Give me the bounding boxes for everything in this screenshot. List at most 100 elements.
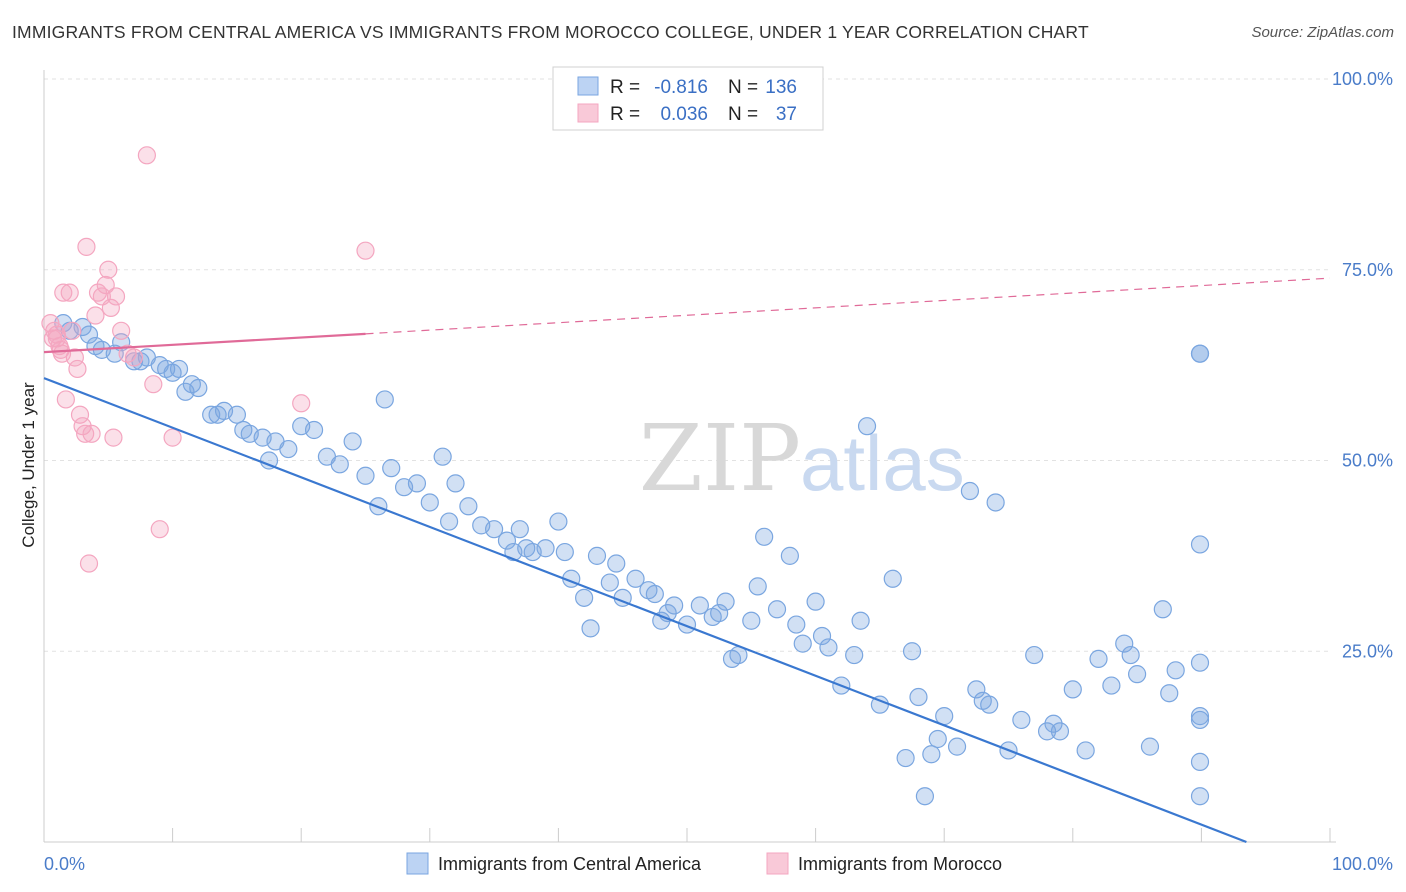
stats-r-value-pink: 0.036 (660, 104, 708, 125)
central-america-point-68 (690, 596, 709, 615)
stats-n-label-pink: N = (728, 104, 758, 125)
series-morocco-points (41, 146, 375, 573)
central-america-point-85 (845, 645, 864, 665)
legend-label-morocco: Immigrants from Morocco (798, 854, 1002, 874)
y-tick-label-2: 50.0% (1342, 451, 1393, 471)
source-credit: Source: ZipAtlas.com (1251, 24, 1394, 41)
x-tick-label-max: 100.0% (1332, 854, 1393, 874)
central-america-point-125 (1190, 752, 1210, 771)
stats-r-label-blue: R = (610, 77, 640, 98)
central-america-point-64 (652, 611, 671, 630)
axes (43, 70, 1336, 843)
chart-title: IMMIGRANTS FROM CENTRAL AMERICA VS IMMIG… (12, 22, 1089, 42)
morocco-point-12 (70, 405, 90, 424)
central-america-point-78 (780, 546, 799, 565)
central-america-point-39 (420, 493, 439, 512)
central-america-point-122 (1190, 535, 1210, 554)
central-america-point-86 (851, 611, 870, 630)
central-america-point-112 (1102, 676, 1121, 695)
stats-n-value-pink: 37 (776, 104, 797, 125)
central-america-point-74 (742, 611, 761, 630)
central-america-point-70 (710, 603, 729, 623)
central-america-point-101 (980, 695, 999, 714)
central-america-point-57 (587, 546, 607, 565)
stats-r-value-blue: -0.816 (654, 77, 708, 98)
central-america-point-117 (1153, 600, 1172, 619)
central-america-point-109 (1063, 680, 1082, 699)
morocco-point-31 (150, 520, 169, 539)
central-america-point-63 (645, 584, 664, 604)
central-america-point-121 (1190, 344, 1210, 363)
central-america-point-107 (1044, 714, 1063, 733)
central-america-point-124 (1190, 787, 1210, 806)
central-america-point-32 (343, 432, 362, 451)
watermark-zip: ZIP (639, 405, 801, 512)
central-america-point-114 (1121, 645, 1140, 665)
central-america-point-119 (1166, 661, 1185, 680)
morocco-point-9 (63, 321, 82, 340)
central-america-point-43 (459, 497, 478, 516)
central-america-point-36 (382, 459, 401, 478)
morocco-point-16 (79, 554, 99, 573)
central-america-point-61 (626, 569, 645, 588)
y-tick-label-1: 75.0% (1342, 260, 1393, 280)
central-america-point-102 (986, 493, 1005, 512)
y-tick-label-0: 100.0% (1332, 69, 1393, 89)
morocco-point-33 (292, 394, 311, 413)
morocco-point-30 (144, 375, 163, 394)
central-america-point-2 (73, 317, 92, 337)
trend-line-morocco (43, 332, 366, 354)
central-america-point-92 (909, 687, 928, 707)
central-america-point-105 (1025, 645, 1044, 665)
central-america-point-93 (915, 787, 935, 806)
central-america-point-41 (439, 512, 459, 531)
morocco-point-35 (47, 329, 66, 348)
grid-lines (44, 78, 1330, 652)
central-america-point-42 (446, 474, 465, 493)
central-america-point-52 (549, 512, 568, 531)
central-america-point-95 (928, 729, 947, 749)
central-america-point-31 (330, 455, 349, 474)
central-america-point-71 (716, 592, 735, 611)
x-tick-label-min: 0.0% (44, 854, 85, 874)
morocco-point-25 (106, 287, 126, 306)
trend-line-central-america (43, 377, 1247, 844)
series-legend: Immigrants from Central America Immigran… (406, 852, 1002, 875)
stats-r-label-pink: R = (610, 104, 640, 125)
morocco-point-11 (68, 359, 87, 379)
central-america-point-14 (169, 359, 189, 379)
central-america-point-115 (1127, 665, 1147, 684)
central-america-point-40 (433, 447, 452, 466)
central-america-point-17 (189, 378, 208, 398)
series-central-america-points (54, 314, 1210, 806)
legend-swatch-central-america (406, 852, 429, 875)
morocco-point-7 (56, 390, 75, 409)
central-america-point-123 (1190, 653, 1210, 672)
central-america-point-38 (407, 474, 427, 493)
central-america-point-53 (555, 542, 574, 562)
morocco-point-26 (112, 321, 131, 340)
central-america-point-116 (1140, 737, 1160, 756)
stats-legend: R = -0.816 N = 136 R = 0.036 N = 37 (552, 66, 824, 131)
central-america-point-110 (1076, 741, 1095, 760)
central-america-point-59 (607, 554, 626, 573)
morocco-point-22 (99, 260, 118, 279)
central-america-point-89 (883, 569, 902, 588)
morocco-point-21 (96, 275, 115, 295)
morocco-point-3 (47, 325, 66, 344)
stats-n-label-blue: N = (728, 77, 758, 98)
central-america-point-58 (600, 573, 619, 592)
y-tick-labels: 100.0% 75.0% 50.0% 25.0% (1332, 69, 1393, 661)
central-america-point-55 (575, 588, 594, 607)
trend-line-morocco-extension (365, 277, 1331, 335)
central-america-point-127 (1190, 710, 1210, 730)
central-america-point-48 (510, 520, 529, 539)
central-america-point-82 (812, 626, 832, 646)
central-america-point-99 (967, 680, 986, 699)
y-axis-label: College, Under 1 year (19, 382, 38, 548)
central-america-point-108 (1050, 722, 1070, 741)
central-america-point-94 (922, 745, 941, 764)
central-america-point-27 (279, 439, 298, 459)
central-america-point-87 (857, 417, 877, 436)
watermark-atlas: atlas (800, 419, 965, 507)
